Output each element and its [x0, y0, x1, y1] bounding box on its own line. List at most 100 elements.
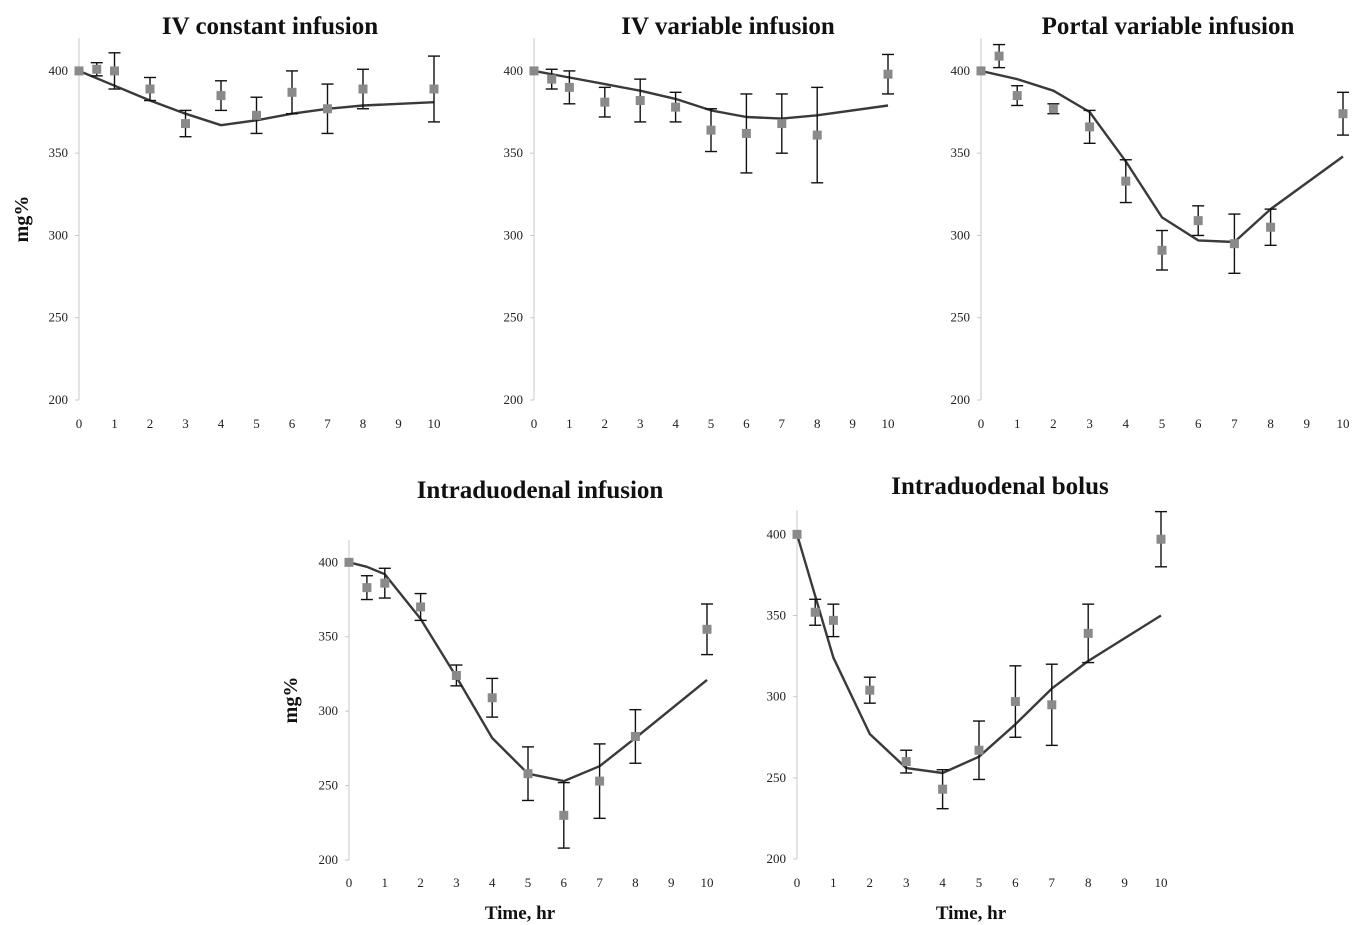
x-tick-label: 7	[596, 875, 603, 890]
data-point	[287, 87, 297, 97]
data-point	[1229, 239, 1239, 249]
y-tick-label: 200	[504, 392, 524, 407]
x-tick-label: 3	[637, 416, 644, 431]
x-tick-label: 5	[253, 416, 260, 431]
y-tick-label: 300	[49, 227, 69, 242]
x-tick-label: 3	[182, 416, 189, 431]
y-tick-label: 250	[951, 310, 971, 325]
x-tick-label: 10	[1155, 875, 1168, 890]
y-tick-label: 300	[951, 227, 971, 242]
data-point	[1193, 216, 1203, 226]
x-tick-label: 7	[1231, 416, 1238, 431]
y-tick-label: 250	[319, 778, 339, 793]
x-tick-label: 10	[882, 416, 895, 431]
chart-panel-4: Intraduodenal infusion 200 250 300 350 400 0 1 2…	[280, 477, 714, 924]
x-tick-label: 0	[794, 875, 801, 890]
x-tick-label: 1	[382, 875, 389, 890]
data-point	[812, 130, 822, 140]
x-tick-label: 3	[903, 875, 910, 890]
y-tick-label: 300	[504, 227, 524, 242]
data-point	[883, 69, 893, 79]
data-point	[358, 84, 368, 94]
data-point	[429, 84, 439, 94]
data-point	[145, 84, 155, 94]
data-point	[702, 624, 712, 634]
data-point	[1266, 222, 1276, 232]
model-line	[78, 69, 435, 127]
x-tick-label: 6	[561, 875, 568, 890]
data-point	[564, 82, 574, 92]
x-tick-label: 5	[1159, 416, 1166, 431]
y-tick-label: 250	[49, 310, 69, 325]
chart-panel-3: Portal variable infusion 200 250 300 350 400 0…	[951, 13, 1350, 431]
x-tick-label: 7	[1049, 875, 1056, 890]
x-tick-label: 9	[668, 875, 675, 890]
y-tick-label: 350	[767, 608, 787, 623]
x-tick-label: 1	[1014, 416, 1021, 431]
data-point	[1085, 122, 1095, 132]
x-tick-label: 4	[489, 875, 496, 890]
y-tick-label: 300	[767, 689, 787, 704]
data-point	[706, 125, 716, 135]
data-point	[1012, 91, 1022, 101]
data-point	[671, 102, 681, 112]
y-tick-label: 200	[319, 852, 339, 867]
data-point	[741, 128, 751, 138]
data-point	[1156, 534, 1166, 544]
y-axis-label: mg%	[11, 196, 33, 243]
x-tick-label: 0	[978, 416, 985, 431]
x-tick-label: 9	[1304, 416, 1311, 431]
x-tick-label: 0	[346, 875, 353, 890]
data-point	[451, 670, 461, 680]
model-line	[980, 69, 1344, 244]
y-tick-label: 250	[767, 770, 787, 785]
data-point	[1047, 700, 1057, 710]
x-tick-label: 3	[1086, 416, 1093, 431]
data-point	[865, 685, 875, 695]
data-point	[529, 66, 539, 76]
data-point	[595, 776, 605, 786]
data-point	[792, 529, 802, 539]
data-point	[630, 731, 640, 741]
data-point	[559, 810, 569, 820]
x-tick-label: 10	[428, 416, 441, 431]
x-tick-label: 8	[1085, 875, 1092, 890]
chart-title: Intraduodenal infusion	[417, 477, 664, 504]
x-tick-label: 8	[1267, 416, 1274, 431]
x-tick-label: 2	[867, 875, 874, 890]
x-tick-label: 2	[602, 416, 609, 431]
x-tick-label: 1	[566, 416, 573, 431]
model-line	[348, 561, 708, 783]
data-point	[994, 51, 1004, 61]
x-tick-label: 10	[1337, 416, 1350, 431]
x-tick-label: 0	[531, 416, 538, 431]
x-tick-label: 0	[76, 416, 83, 431]
chart-title: IV constant infusion	[162, 13, 378, 40]
y-tick-label: 350	[319, 629, 339, 644]
data-point	[74, 66, 84, 76]
x-axis-label: Time, hr	[485, 903, 556, 924]
data-point	[323, 104, 332, 114]
data-point	[252, 110, 261, 120]
data-point	[1048, 104, 1058, 114]
y-tick-label: 350	[951, 145, 971, 160]
data-point	[362, 583, 372, 593]
chart-panel-1: IV constant infusion 200 250 300 350 400 0 1 2 3 4…	[11, 13, 441, 431]
x-tick-label: 4	[218, 416, 225, 431]
x-tick-label: 6	[289, 416, 296, 431]
data-point	[938, 784, 948, 794]
data-point	[1083, 628, 1093, 638]
x-tick-label: 2	[417, 875, 424, 890]
y-tick-label: 250	[504, 310, 524, 325]
x-tick-label: 9	[395, 416, 402, 431]
x-tick-label: 8	[814, 416, 821, 431]
x-tick-label: 1	[111, 416, 118, 431]
y-tick-label: 200	[49, 392, 69, 407]
x-tick-label: 4	[939, 875, 946, 890]
y-tick-label: 350	[504, 145, 524, 160]
y-tick-label: 400	[49, 63, 69, 78]
y-tick-label: 400	[319, 554, 339, 569]
x-tick-label: 9	[1121, 875, 1128, 890]
x-tick-label: 6	[1012, 875, 1019, 890]
y-tick-label: 400	[951, 63, 971, 78]
